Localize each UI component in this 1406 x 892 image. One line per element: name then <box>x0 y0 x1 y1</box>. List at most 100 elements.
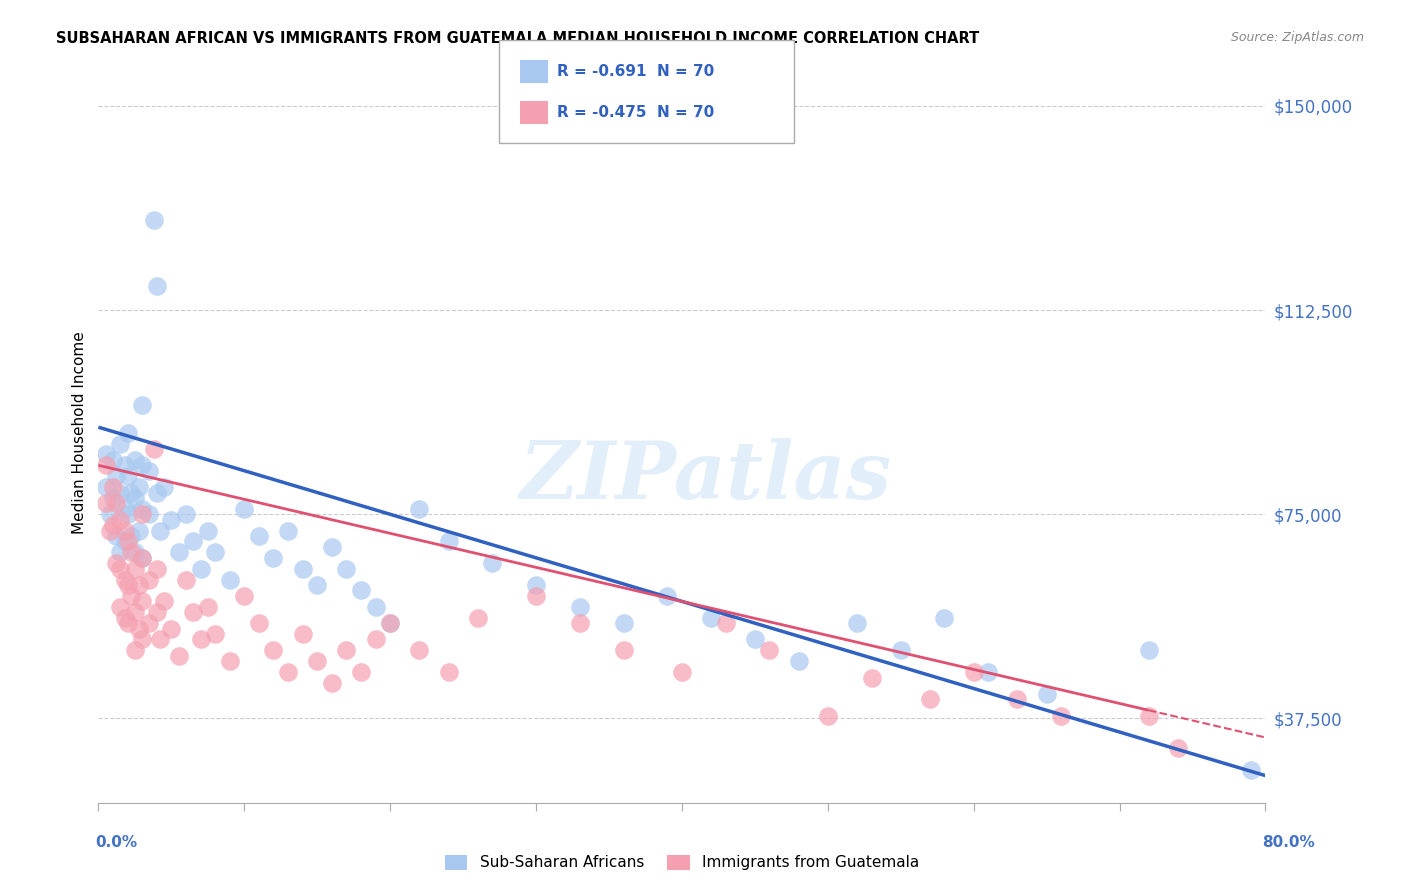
Point <box>408 501 430 516</box>
Point <box>142 213 165 227</box>
Point <box>120 485 142 500</box>
Point <box>98 524 121 538</box>
Point <box>101 480 124 494</box>
Point <box>350 665 373 680</box>
Point <box>671 665 693 680</box>
Point <box>233 501 256 516</box>
Point <box>114 524 136 538</box>
Point <box>131 501 153 516</box>
Point <box>174 508 197 522</box>
Point <box>190 632 212 647</box>
Point <box>131 398 153 412</box>
Text: ZIPatlas: ZIPatlas <box>519 438 891 516</box>
Point <box>110 485 132 500</box>
Point <box>1167 741 1189 756</box>
Point <box>335 643 357 657</box>
Point <box>1007 692 1029 706</box>
Point <box>291 627 314 641</box>
Point <box>94 496 117 510</box>
Point <box>128 480 150 494</box>
Point <box>846 616 869 631</box>
Point <box>110 545 132 559</box>
Point <box>124 562 146 576</box>
Point <box>277 524 299 538</box>
Point <box>138 464 160 478</box>
Point <box>153 594 176 608</box>
Point <box>120 545 142 559</box>
Point <box>146 278 169 293</box>
Point <box>204 627 226 641</box>
Point <box>408 643 430 657</box>
Point <box>124 545 146 559</box>
Point <box>131 550 153 565</box>
Text: 80.0%: 80.0% <box>1261 836 1315 850</box>
Point <box>131 508 153 522</box>
Point <box>218 654 240 668</box>
Point <box>94 480 117 494</box>
Point <box>128 622 150 636</box>
Point <box>110 599 132 614</box>
Point <box>568 599 591 614</box>
Point <box>124 605 146 619</box>
Point <box>700 610 723 624</box>
Point <box>128 578 150 592</box>
Point <box>110 436 132 450</box>
Point <box>120 529 142 543</box>
Point <box>380 616 402 631</box>
Text: SUBSAHARAN AFRICAN VS IMMIGRANTS FROM GUATEMALA MEDIAN HOUSEHOLD INCOME CORRELAT: SUBSAHARAN AFRICAN VS IMMIGRANTS FROM GU… <box>56 31 980 46</box>
Point <box>350 583 373 598</box>
Point <box>364 599 387 614</box>
Point <box>110 562 132 576</box>
Point <box>197 524 219 538</box>
Point <box>114 458 136 473</box>
Point <box>1035 687 1057 701</box>
Point <box>307 654 329 668</box>
Point <box>437 534 460 549</box>
Point <box>181 605 204 619</box>
Point <box>131 458 153 473</box>
Point <box>146 562 169 576</box>
Point <box>918 692 941 706</box>
Text: 0.0%: 0.0% <box>96 836 138 850</box>
Point <box>104 529 127 543</box>
Point <box>153 480 176 494</box>
Text: Source: ZipAtlas.com: Source: ZipAtlas.com <box>1230 31 1364 45</box>
Point <box>142 442 165 456</box>
Point <box>197 599 219 614</box>
Point <box>787 654 810 668</box>
Point <box>104 496 127 510</box>
Point <box>758 643 780 657</box>
Point <box>218 573 240 587</box>
Point <box>128 524 150 538</box>
Point <box>160 513 183 527</box>
Point <box>262 643 284 657</box>
Point <box>181 534 204 549</box>
Point <box>146 605 169 619</box>
Point <box>277 665 299 680</box>
Point <box>94 447 117 461</box>
Point <box>131 632 153 647</box>
Point <box>117 534 139 549</box>
Point <box>204 545 226 559</box>
Text: R = -0.475  N = 70: R = -0.475 N = 70 <box>557 105 714 120</box>
Y-axis label: Median Household Income: Median Household Income <box>72 331 87 534</box>
Point <box>247 616 270 631</box>
Point <box>174 573 197 587</box>
Point <box>307 578 329 592</box>
Point <box>117 508 139 522</box>
Point <box>568 616 591 631</box>
Point <box>104 469 127 483</box>
Point <box>124 453 146 467</box>
Point <box>149 632 172 647</box>
Point <box>101 491 124 505</box>
Point <box>117 578 139 592</box>
Point <box>149 524 172 538</box>
Point <box>117 469 139 483</box>
Point <box>335 562 357 576</box>
Point <box>934 610 956 624</box>
Point <box>114 534 136 549</box>
Point <box>167 648 190 663</box>
Point <box>860 671 883 685</box>
Point <box>262 550 284 565</box>
Point <box>437 665 460 680</box>
